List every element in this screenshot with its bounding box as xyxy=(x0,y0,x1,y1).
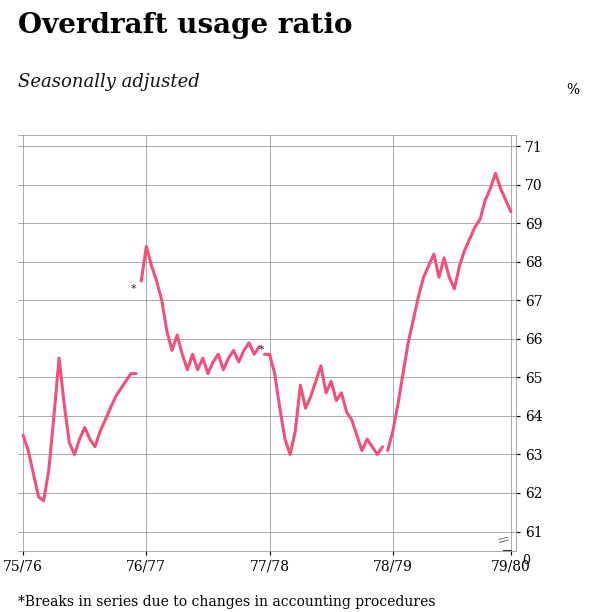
Text: =: = xyxy=(495,532,511,549)
Text: *: * xyxy=(259,345,265,356)
Text: 0: 0 xyxy=(522,554,530,567)
Text: *: * xyxy=(131,284,136,294)
Text: *Breaks in series due to changes in accounting procedures: *Breaks in series due to changes in acco… xyxy=(18,595,436,609)
Text: %: % xyxy=(566,83,579,97)
Text: Seasonally adjusted: Seasonally adjusted xyxy=(18,73,200,91)
Text: Overdraft usage ratio: Overdraft usage ratio xyxy=(18,12,353,39)
